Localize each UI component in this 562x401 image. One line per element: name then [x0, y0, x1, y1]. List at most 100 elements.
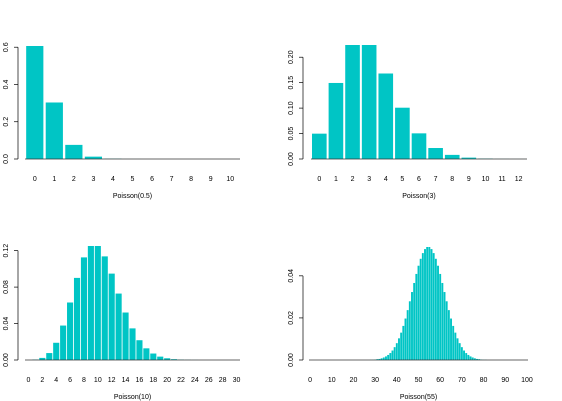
x-tick-label: 6 [68, 377, 72, 384]
bar [328, 82, 344, 159]
bar [80, 257, 88, 360]
y-tick-label: 0.12 [3, 244, 10, 258]
x-tick-label: 0 [33, 176, 37, 183]
x-tick-label: 1 [334, 176, 338, 183]
x-tick-label: 10 [94, 377, 102, 384]
bar [450, 318, 452, 360]
x-tick-label: 7 [170, 176, 174, 183]
x-tick-label: 5 [131, 176, 135, 183]
x-tick-label: 40 [393, 377, 401, 384]
y-tick-label: 0.0 [3, 154, 10, 164]
bar [45, 102, 63, 159]
x-tick-label: 20 [350, 377, 358, 384]
x-tick-label: 18 [149, 377, 157, 384]
x-tick-label: 1 [52, 176, 56, 183]
bar [389, 353, 392, 360]
bar [426, 247, 429, 360]
bar [417, 265, 420, 360]
y-tick-label: 0.6 [3, 42, 10, 52]
y-tick-label: 0.04 [3, 317, 10, 331]
y-tick-label: 0.00 [3, 353, 10, 367]
x-tick-label: 70 [458, 377, 466, 384]
bar [406, 310, 409, 360]
x-tick-label: 2 [72, 176, 76, 183]
bar [476, 358, 478, 360]
bar [447, 310, 450, 360]
y-tick-label: 0.10 [288, 101, 295, 115]
bar [136, 340, 143, 360]
bar [456, 338, 459, 360]
y-tick-label: 0.00 [288, 152, 295, 166]
bar [469, 356, 472, 360]
x-tick-label: 0 [27, 377, 31, 384]
bar [411, 133, 427, 159]
bar [129, 328, 136, 360]
x-tick-label: 6 [150, 176, 154, 183]
x-tick-label: 2 [351, 176, 355, 183]
bar [382, 357, 385, 360]
bar [458, 343, 461, 360]
bar [411, 292, 413, 360]
x-tick-label: 26 [205, 377, 213, 384]
bar [164, 358, 171, 360]
bar [108, 273, 115, 360]
y-tick-label: 0.4 [3, 80, 10, 90]
x-tick-label: 12 [515, 176, 523, 183]
x-tick-label: 8 [82, 377, 86, 384]
x-tick-label: 7 [434, 176, 438, 183]
x-tick-label: 10 [226, 176, 234, 183]
bar [378, 358, 381, 360]
x-tick-label: 30 [233, 377, 241, 384]
bar [115, 293, 122, 360]
x-axis-label: Poisson(0.5) [113, 193, 152, 200]
bar [376, 359, 379, 360]
x-tick-label: 20 [163, 377, 171, 384]
x-tick-label: 4 [384, 176, 388, 183]
y-tick-label: 0.2 [3, 117, 10, 127]
x-tick-label: 3 [91, 176, 95, 183]
y-tick-label: 0.05 [288, 127, 295, 141]
bar [478, 359, 481, 360]
y-tick-label: 0.00 [288, 353, 295, 367]
bar [413, 282, 416, 360]
bar [400, 332, 403, 360]
x-tick-label: 8 [450, 176, 454, 183]
bar [460, 347, 463, 360]
bar [463, 350, 465, 360]
bar [171, 359, 178, 360]
x-tick-label: 10 [328, 377, 336, 384]
x-tick-label: 60 [436, 377, 444, 384]
bar [473, 358, 476, 360]
y-tick-label: 0.20 [288, 50, 295, 64]
bar [84, 156, 103, 159]
x-tick-label: 22 [177, 377, 185, 384]
bar [454, 332, 457, 360]
bar [421, 253, 424, 360]
x-tick-label: 16 [136, 377, 144, 384]
bar [415, 273, 418, 360]
x-tick-label: 10 [482, 176, 490, 183]
x-tick-label: 3 [367, 176, 371, 183]
bar [53, 342, 60, 360]
bar [26, 46, 44, 159]
x-tick-label: 2 [40, 377, 44, 384]
bar [393, 347, 396, 360]
x-tick-label: 9 [467, 176, 471, 183]
bar [143, 348, 150, 360]
y-tick-label: 0.04 [288, 269, 295, 283]
x-tick-label: 100 [521, 377, 533, 384]
y-tick-label: 0.02 [288, 311, 295, 325]
x-tick-label: 30 [371, 377, 379, 384]
bar [67, 302, 74, 360]
bar [439, 273, 442, 360]
x-axis-label: Poisson(3) [402, 193, 435, 200]
bar [378, 73, 394, 159]
bar [444, 154, 460, 159]
x-tick-label: 24 [191, 377, 199, 384]
bar [461, 157, 477, 159]
x-tick-label: 11 [498, 176, 505, 183]
x-tick-label: 4 [54, 377, 58, 384]
x-axis-label: Poisson(10) [114, 394, 151, 401]
bar [395, 107, 410, 159]
x-tick-label: 0 [308, 377, 312, 384]
